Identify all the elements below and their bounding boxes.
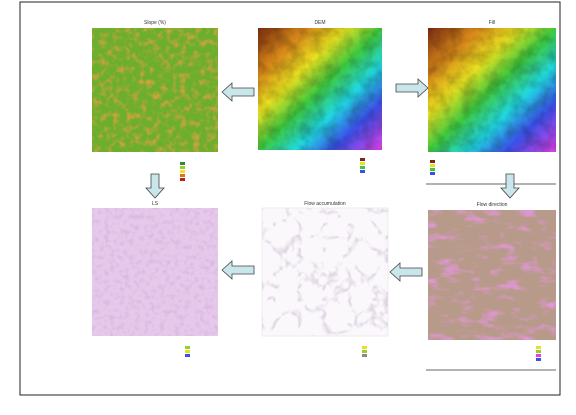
panel-title: LS [152, 201, 159, 207]
legend [430, 160, 435, 175]
flow-accumulation-texture [262, 208, 388, 336]
legend [185, 346, 190, 357]
legend [362, 346, 367, 357]
panel-title: DEM [314, 20, 325, 26]
fill-texture [428, 28, 556, 152]
legend [360, 158, 365, 173]
legend [536, 346, 541, 361]
flow-direction-texture [428, 210, 556, 340]
panel-title: Fill [489, 20, 495, 26]
dem-texture [258, 28, 382, 150]
ls-texture [92, 208, 218, 336]
panel-title: Slope (%) [144, 20, 166, 26]
panel-title: Flow accumulation [304, 201, 346, 207]
legend [180, 162, 185, 181]
panel-title: Flow direction [477, 202, 508, 208]
slope-texture [92, 28, 218, 152]
